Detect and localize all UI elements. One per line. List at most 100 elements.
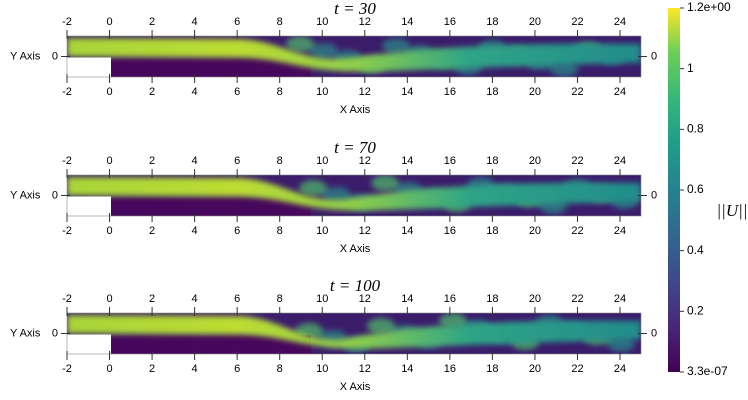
x-tick-label-top: 8 [277, 155, 283, 167]
x-tick-label-top: 0 [106, 293, 112, 305]
x-tick-label-top: -2 [62, 16, 72, 28]
x-tick-label-bottom: 22 [571, 86, 583, 98]
x-tick-label-bottom: 12 [359, 86, 371, 98]
x-tick-label-top: 14 [401, 155, 413, 167]
x-tick-label-bottom: 20 [529, 363, 541, 375]
x-tick-label-top: 2 [149, 155, 155, 167]
inlet-step [67, 57, 111, 77]
x-tick-label-bottom: 16 [444, 86, 456, 98]
x-tick-label-bottom: 2 [149, 225, 155, 237]
eddy [286, 36, 314, 52]
y-tick-label: 0 [52, 50, 58, 62]
x-tick-label-top: 12 [359, 293, 371, 305]
x-tick-label-bottom: 16 [444, 363, 456, 375]
lower-wake [111, 58, 311, 77]
x-tick-label-bottom: 8 [277, 86, 283, 98]
x-tick-label-bottom: 20 [529, 86, 541, 98]
x-tick-label-bottom: 16 [444, 225, 456, 237]
eddy [382, 38, 410, 54]
x-tick-label-top: 24 [614, 16, 626, 28]
eddy [310, 43, 338, 59]
x-tick-label-top: 10 [316, 16, 328, 28]
x-tick-label-top: 14 [401, 16, 413, 28]
jet [67, 38, 641, 72]
colorbar-tick-label: 0.8 [687, 122, 704, 136]
x-tick-label-bottom: 24 [614, 86, 626, 98]
x-tick-label-bottom: 24 [614, 225, 626, 237]
x-tick-label-bottom: 12 [359, 225, 371, 237]
y-axis-label: Y Axis [10, 50, 41, 62]
flow-field [67, 36, 641, 77]
x-tick-label-bottom: 22 [571, 225, 583, 237]
x-tick-label-top: 2 [149, 16, 155, 28]
x-tick-label-top: 0 [106, 16, 112, 28]
x-tick-label-top: 16 [444, 16, 456, 28]
eddy [371, 175, 399, 191]
x-tick-label-top: -2 [62, 155, 72, 167]
eddy [323, 187, 351, 203]
x-tick-label-top: 4 [192, 16, 198, 28]
colorbar-tick-label: 0.6 [687, 182, 704, 196]
lower-wake [111, 335, 311, 354]
panel-title: t = 30 [334, 0, 376, 18]
x-tick-label-bottom: 2 [149, 363, 155, 375]
jet [67, 315, 641, 349]
x-tick-label-bottom: 6 [234, 225, 240, 237]
x-tick-label-bottom: 14 [401, 363, 413, 375]
inlet-step [67, 334, 111, 354]
y-tick-label: 0 [52, 189, 58, 201]
y-tick-label-right: 0 [651, 189, 657, 201]
colorbar [668, 8, 680, 372]
x-tick-label-bottom: 8 [277, 363, 283, 375]
x-tick-label-bottom: 24 [614, 363, 626, 375]
x-tick-label-top: 22 [571, 16, 583, 28]
x-axis-label: X Axis [340, 381, 371, 393]
x-tick-label-bottom: 14 [401, 225, 413, 237]
colorbar-tick-label: 3.3e-07 [687, 364, 728, 378]
y-tick-label-right: 0 [651, 50, 657, 62]
x-tick-label-bottom: 0 [106, 225, 112, 237]
y-axis-label: Y Axis [10, 189, 41, 201]
x-tick-label-bottom: 2 [149, 86, 155, 98]
x-tick-label-top: 0 [106, 155, 112, 167]
x-tick-label-top: -2 [62, 293, 72, 305]
x-tick-label-bottom: 14 [401, 86, 413, 98]
x-tick-label-bottom: 0 [106, 363, 112, 375]
x-tick-label-top: 18 [486, 155, 498, 167]
colorbar-tick-label: 1.2e+00 [687, 0, 731, 14]
x-tick-label-top: 20 [529, 16, 541, 28]
lower-wake [111, 197, 311, 216]
y-tick-label-right: 0 [651, 327, 657, 339]
x-tick-label-bottom: 20 [529, 225, 541, 237]
x-tick-label-bottom: -2 [62, 86, 72, 98]
x-tick-label-bottom: 8 [277, 225, 283, 237]
flow-field [67, 313, 641, 354]
x-tick-label-top: 6 [234, 155, 240, 167]
x-tick-label-top: 4 [192, 293, 198, 305]
x-axis-label: X Axis [340, 104, 371, 116]
eddy [367, 318, 395, 334]
x-tick-label-bottom: 18 [486, 363, 498, 375]
x-tick-label-top: 6 [234, 293, 240, 305]
x-tick-label-top: 22 [571, 293, 583, 305]
eddy [299, 180, 327, 196]
eddy [550, 61, 578, 77]
y-tick-label: 0 [52, 327, 58, 339]
x-tick-label-bottom: 4 [192, 363, 198, 375]
x-tick-label-top: 10 [316, 155, 328, 167]
x-tick-label-top: 12 [359, 16, 371, 28]
x-tick-label-top: 20 [529, 155, 541, 167]
x-axis-label: X Axis [340, 243, 371, 255]
panel-title: t = 100 [330, 276, 381, 295]
jet [67, 177, 641, 211]
x-tick-label-bottom: 6 [234, 363, 240, 375]
x-tick-label-top: 24 [614, 293, 626, 305]
x-tick-label-top: 14 [401, 293, 413, 305]
inlet-step [67, 196, 111, 216]
x-tick-label-top: 24 [614, 155, 626, 167]
x-tick-label-bottom: -2 [62, 225, 72, 237]
x-tick-label-top: 8 [277, 16, 283, 28]
x-tick-label-bottom: 18 [486, 225, 498, 237]
x-tick-label-top: 16 [444, 293, 456, 305]
